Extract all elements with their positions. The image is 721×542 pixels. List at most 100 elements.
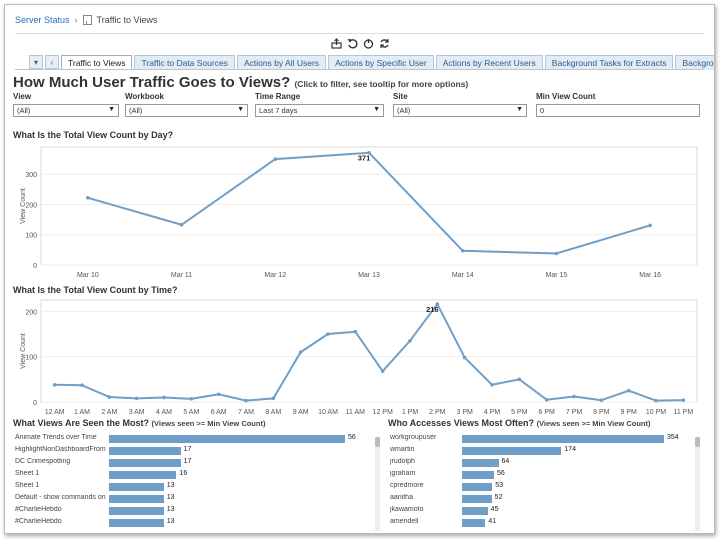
- user-bar[interactable]: [462, 459, 499, 467]
- tab-traffic-to-views[interactable]: Traffic to Views: [61, 55, 133, 70]
- user-bar[interactable]: [462, 447, 562, 455]
- view-bar-row[interactable]: Default - show commands on .. 13: [13, 493, 375, 505]
- user-bar-value: 41: [488, 518, 497, 525]
- user-bar[interactable]: [462, 519, 486, 527]
- scrollbar-thumb[interactable]: [375, 437, 380, 447]
- tab-background-tasks-extracts[interactable]: Background Tasks for Extracts: [544, 55, 674, 70]
- view-bar[interactable]: [109, 447, 181, 455]
- user-bar-row[interactable]: wmartin 174: [388, 445, 693, 457]
- hour-data-point: [271, 396, 276, 401]
- view-bar-row[interactable]: HighlightNonDashboardFrom 17: [13, 445, 375, 457]
- time-range-filter-select[interactable]: Last 7 days ▼: [255, 104, 384, 117]
- who-accesses-scrollbar[interactable]: [695, 437, 700, 531]
- view-bar[interactable]: [109, 519, 164, 527]
- view-count-by-day-chart: 0 100 200 300 View Count Mar 10 Mar 11 Mar 12 Ma…: [20, 146, 698, 279]
- tab-actions-by-specific-user[interactable]: Actions by Specific User: [328, 55, 434, 70]
- user-bar-row[interactable]: jkawamoto 45: [388, 505, 693, 517]
- view-filter-label: View: [13, 92, 32, 101]
- breadcrumb-current: Traffic to Views: [96, 15, 158, 25]
- tab-traffic-to-data-sources[interactable]: Traffic to Data Sources: [134, 55, 235, 70]
- view-bar-row[interactable]: #CharlieHebdo 13: [13, 505, 375, 517]
- view-bar[interactable]: [109, 459, 181, 467]
- user-bar-value: 354: [667, 434, 679, 441]
- view-bar-value: 13: [166, 482, 175, 489]
- hour-x-tick-label: 4 PM: [484, 409, 501, 416]
- breadcrumb-server-status-link[interactable]: Server Status: [15, 15, 70, 25]
- tab-actions-by-all-users[interactable]: Actions by All Users: [236, 55, 327, 70]
- tab-actions-by-recent-users[interactable]: Actions by Recent Users: [435, 55, 543, 70]
- hour-x-tick-label: 6 PM: [538, 409, 555, 416]
- view-bar[interactable]: [109, 483, 164, 491]
- who-accesses-subtitle: (Views seen >= Min View Count): [536, 419, 651, 428]
- export-icon[interactable]: [331, 38, 342, 49]
- user-bar-row[interactable]: jgraham 56: [388, 469, 693, 481]
- view-bar[interactable]: [109, 435, 345, 443]
- tab-bar: ▾ ‹ Traffic to Views Traffic to Data Sou…: [29, 55, 714, 70]
- day-data-point: [554, 251, 559, 256]
- user-bar-value: 53: [495, 482, 504, 489]
- user-bar-row[interactable]: cpredmore 53: [388, 481, 693, 493]
- user-bar[interactable]: [462, 435, 664, 443]
- hour-x-tick-label: 8 AM: [265, 409, 281, 416]
- hour-x-tick-label: 10 PM: [646, 409, 666, 416]
- hour-x-tick-label: 11 AM: [346, 409, 365, 416]
- view-bar-value: 17: [183, 458, 192, 465]
- hour-data-point: [216, 392, 221, 397]
- tab-scroll-left-button[interactable]: ‹: [45, 55, 59, 69]
- scrollbar-thumb[interactable]: [695, 437, 700, 447]
- user-bar[interactable]: [462, 495, 492, 503]
- view-bar-row[interactable]: DC Crimespotting 17: [13, 457, 375, 469]
- day-x-tick-label: Mar 12: [264, 272, 286, 279]
- user-bar[interactable]: [462, 507, 488, 515]
- view-count-by-time-chart: 0 100 200 View Count 12 AM 1 AM 2 AM 3 AM 4 AM 5 …: [20, 299, 698, 416]
- most-seen-scrollbar[interactable]: [375, 437, 380, 531]
- user-bar-row[interactable]: aanitha 52: [388, 493, 693, 505]
- chevron-right-icon: ›: [74, 15, 78, 25]
- hour-data-point: [380, 369, 385, 373]
- user-bar-row[interactable]: jrudolph 64: [388, 457, 693, 469]
- min-view-count-label: Min View Count: [536, 92, 596, 101]
- user-bar[interactable]: [462, 483, 493, 491]
- chevron-down-icon: ▼: [373, 106, 380, 113]
- view-bar[interactable]: [109, 495, 164, 503]
- day-data-point: [367, 150, 371, 155]
- user-bar-label: jkawamoto: [390, 506, 424, 513]
- tab-background-tasks-non-extracts[interactable]: Background Tas: [675, 55, 714, 70]
- min-view-count-input[interactable]: 0: [536, 104, 700, 117]
- user-bar-row[interactable]: amendell 41: [388, 517, 693, 529]
- view-bar-row[interactable]: #CharlieHebdo 13: [13, 517, 375, 529]
- user-bar-label: aanitha: [390, 494, 413, 501]
- undo-icon[interactable]: [347, 38, 358, 49]
- user-bar[interactable]: [462, 471, 494, 479]
- view-bar[interactable]: [109, 507, 164, 515]
- site-filter-select[interactable]: (All) ▼: [393, 104, 527, 117]
- hour-data-point: [353, 329, 358, 334]
- site-filter-label: Site: [393, 92, 408, 101]
- user-bar-row[interactable]: workgroupuser 354: [388, 433, 693, 445]
- day-x-tick-label: Mar 10: [77, 272, 99, 279]
- view-bar-row[interactable]: Sheet 1 13: [13, 481, 375, 493]
- day-x-tick-label: Mar 14: [452, 272, 474, 279]
- most-seen-views-chart: Animate Trends over Time 56 HighlightNonDa…: [13, 433, 375, 533]
- revert-icon[interactable]: [363, 38, 374, 49]
- view-bar[interactable]: [109, 471, 177, 479]
- tab-menu-button[interactable]: ▾: [29, 55, 43, 69]
- hour-x-tick-label: 4 AM: [156, 409, 172, 416]
- who-accesses-title: Who Accesses Views Most Often? (Views se…: [388, 418, 650, 428]
- view-bar-row[interactable]: Animate Trends over Time 56: [13, 433, 375, 445]
- hour-x-tick-label: 8 PM: [593, 409, 610, 416]
- view-toolbar: [331, 38, 390, 49]
- day-x-tick-label: Mar 16: [639, 272, 661, 279]
- hour-x-tick-label: 1 AM: [74, 409, 90, 416]
- view-bar-label: Default - show commands on ..: [15, 494, 107, 501]
- view-bar-label: DC Crimespotting: [15, 458, 71, 465]
- view-bar-value: 13: [166, 518, 175, 525]
- view-bar-row[interactable]: Sheet 1 16: [13, 469, 375, 481]
- site-filter-value: (All): [397, 106, 411, 115]
- view-bar-label: Sheet 1: [15, 470, 40, 477]
- view-filter-select[interactable]: (All) ▼: [13, 104, 119, 117]
- workbook-filter-select[interactable]: (All) ▼: [125, 104, 248, 117]
- hour-series-line: [54, 302, 684, 402]
- user-bar-value: 174: [564, 446, 576, 453]
- refresh-icon[interactable]: [379, 38, 390, 49]
